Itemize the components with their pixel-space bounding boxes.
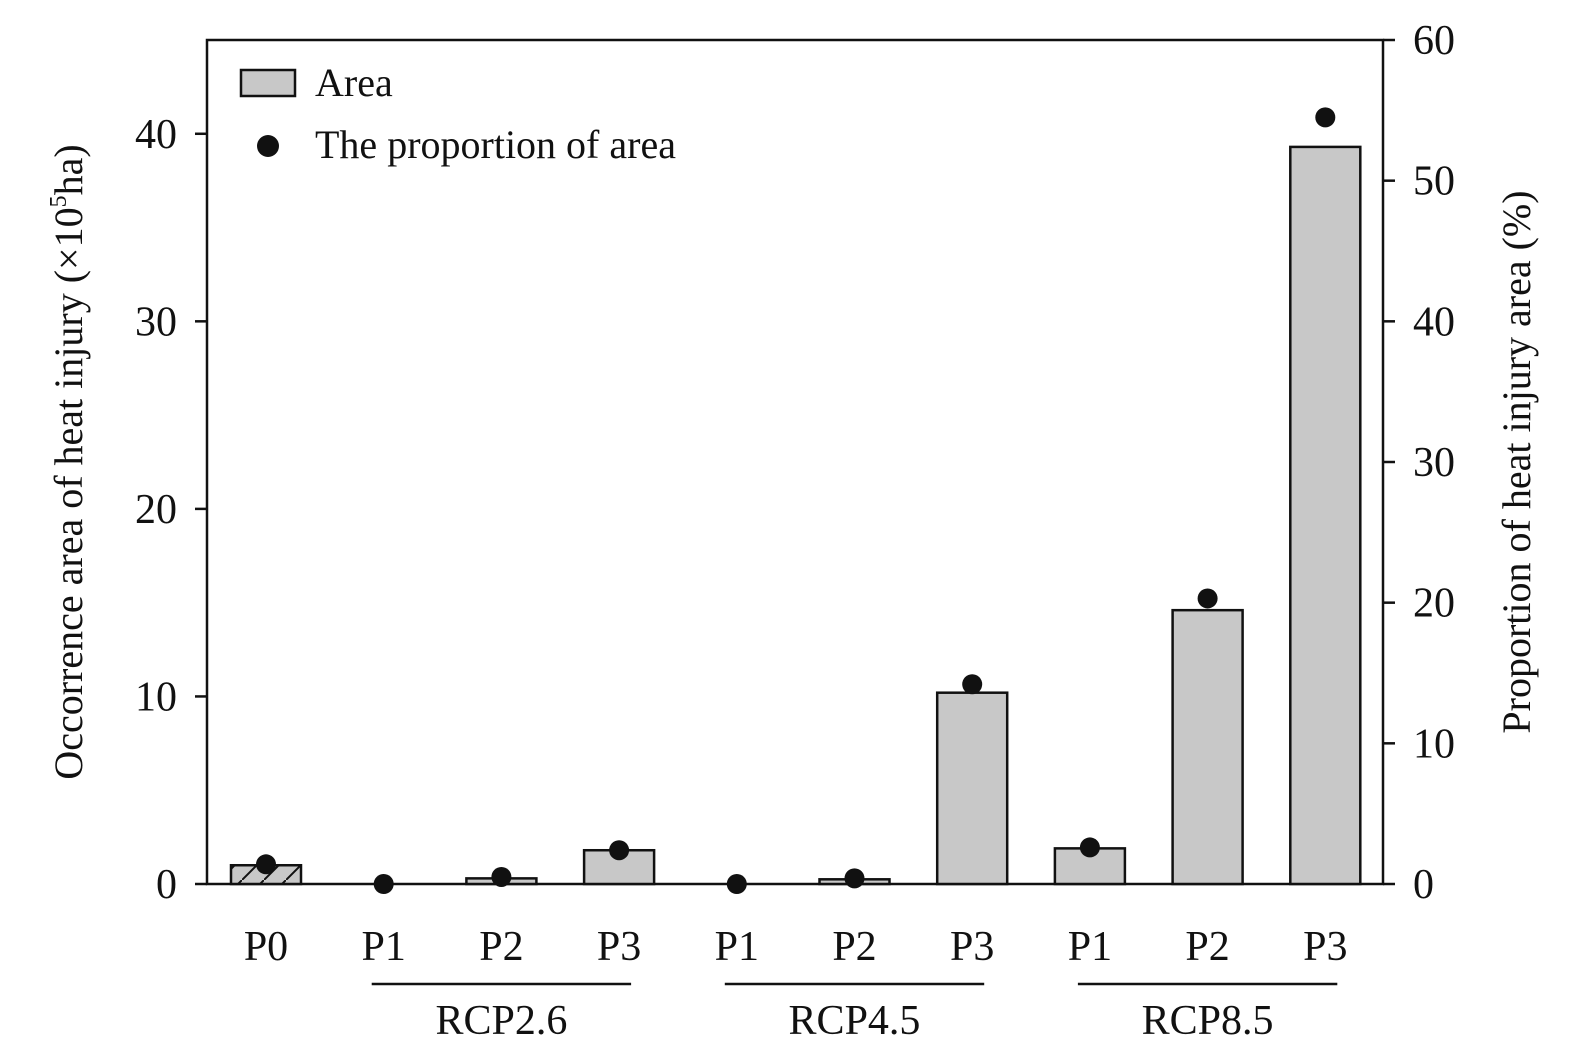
y-left-tick-label-30: 30 xyxy=(135,299,177,345)
y-axis-right-title: Proportion of heat injury area (%) xyxy=(1494,190,1539,733)
point-8 xyxy=(1197,588,1218,609)
point-9 xyxy=(1315,107,1336,128)
y-right-tick-label-10: 10 xyxy=(1413,721,1455,767)
point-7 xyxy=(1079,837,1100,858)
x-tick-label-0: P0 xyxy=(244,924,288,970)
group-label-1: RCP4.5 xyxy=(789,998,921,1044)
legend: Area The proportion of area xyxy=(239,60,676,167)
x-tick-label-7: P1 xyxy=(1068,924,1112,970)
y-right-tick-label-50: 50 xyxy=(1413,159,1455,205)
y-right-tick-label-20: 20 xyxy=(1413,581,1455,627)
group-label-0: RCP2.6 xyxy=(435,998,567,1044)
y-right-tick-label-0: 0 xyxy=(1413,862,1434,908)
y-left-title-tail: ha) xyxy=(46,144,91,195)
legend-area-label: Area xyxy=(315,60,393,105)
x-tick-label-8: P2 xyxy=(1185,924,1229,970)
point-4 xyxy=(726,874,747,894)
y-right-tick-label-60: 60 xyxy=(1413,18,1455,64)
x-tick-label-2: P2 xyxy=(479,924,523,970)
y-right-tick-label-40: 40 xyxy=(1413,299,1455,345)
point-2 xyxy=(491,866,512,887)
left-axis: 0 10 20 30 40 xyxy=(135,112,207,908)
y-left-title-sup: 5 xyxy=(46,195,72,207)
bar-layer xyxy=(229,145,1362,886)
point-6 xyxy=(962,674,983,695)
x-tick-label-4: P1 xyxy=(715,924,759,970)
x-axis: P0 P1 P2 P3 P1 P2 P3 P1 P2 P3 xyxy=(244,924,1348,970)
bar-9 xyxy=(1289,145,1362,886)
point-5 xyxy=(844,868,865,889)
point-1 xyxy=(373,874,394,894)
group-label-2: RCP8.5 xyxy=(1142,998,1274,1044)
legend-proportion-label: The proportion of area xyxy=(315,122,676,167)
point-0 xyxy=(256,854,276,875)
point-layer xyxy=(256,107,1336,894)
x-tick-label-3: P3 xyxy=(597,924,641,970)
y-axis-left-title: Occorrence area of heat injury (×105ha) xyxy=(46,144,91,779)
point-3 xyxy=(609,840,630,861)
group-labels: RCP2.6 RCP4.5 RCP8.5 xyxy=(371,982,1338,1044)
x-tick-label-6: P3 xyxy=(950,924,994,970)
x-tick-label-5: P2 xyxy=(832,924,876,970)
y-right-tick-label-30: 30 xyxy=(1413,440,1455,486)
y-left-tick-label-20: 20 xyxy=(135,487,177,533)
y-left-tick-label-0: 0 xyxy=(156,862,177,908)
x-tick-label-1: P1 xyxy=(362,924,406,970)
y-left-tick-label-10: 10 xyxy=(135,674,177,720)
y-left-tick-label-40: 40 xyxy=(135,112,177,158)
right-axis: 0 10 20 30 40 50 60 xyxy=(1383,18,1455,908)
bar-6 xyxy=(935,691,1009,886)
y-left-title-main: Occorrence area of heat injury (×10 xyxy=(46,207,91,779)
legend-proportion-marker xyxy=(257,135,279,157)
legend-area-swatch xyxy=(239,68,297,98)
bar-8 xyxy=(1171,608,1244,886)
x-tick-label-9: P3 xyxy=(1303,924,1347,970)
